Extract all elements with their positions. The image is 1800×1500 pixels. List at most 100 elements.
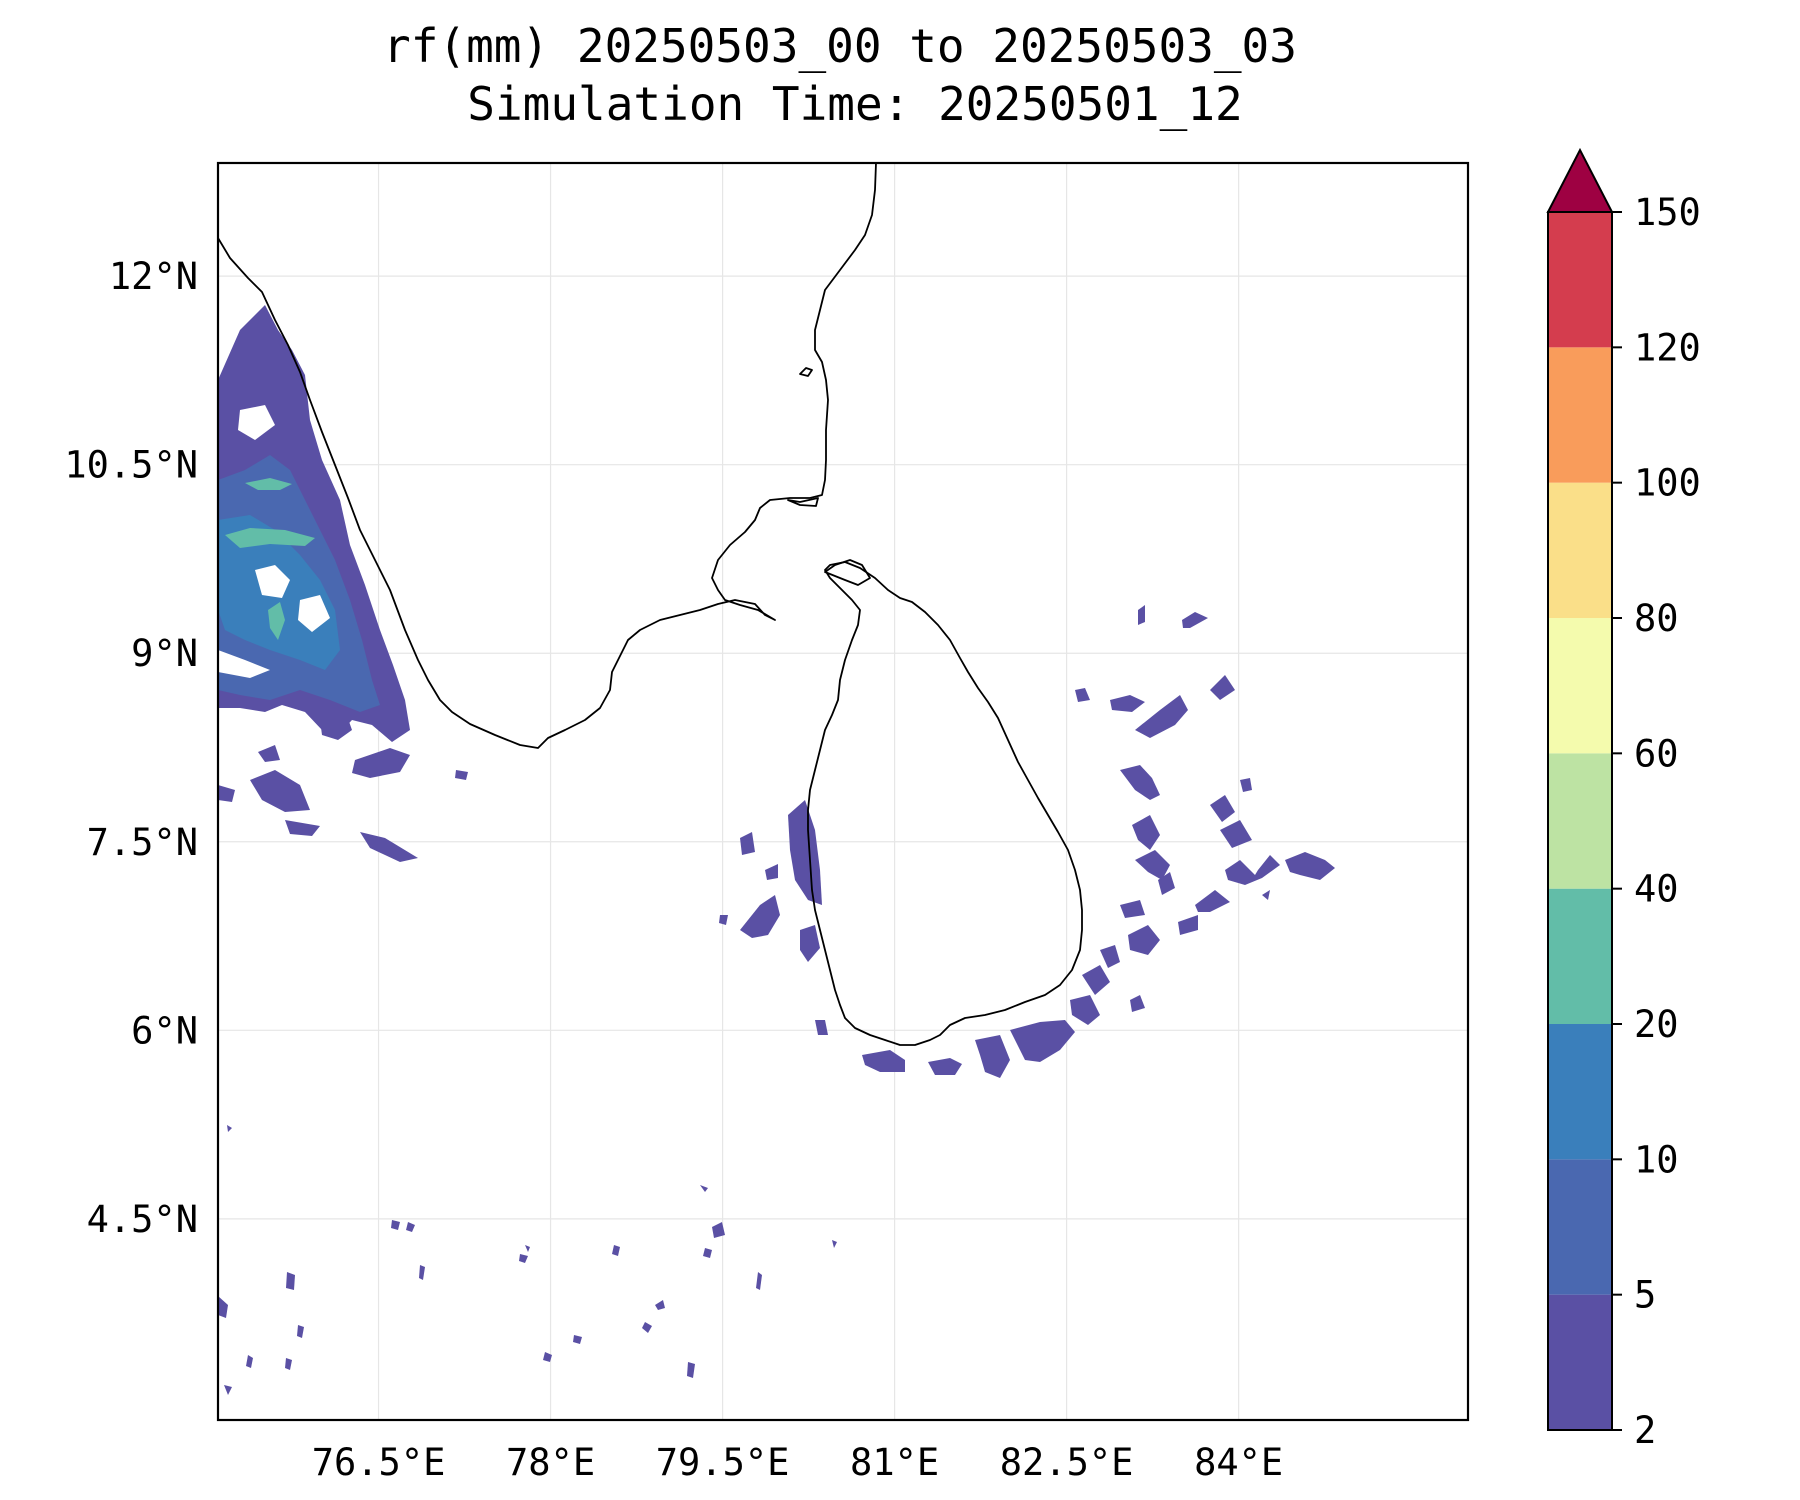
rain-east-11 — [1220, 820, 1252, 848]
y-tick-label: 9°N — [131, 632, 198, 675]
rain-patch-h — [455, 770, 468, 780]
colorbar-extend-arrow — [1546, 147, 1614, 213]
rain-region-kerala-peak1 — [225, 528, 315, 548]
rain-south-13 — [703, 1248, 712, 1258]
x-tick-label: 78°E — [506, 1441, 595, 1484]
colorbar-label: 150 — [1634, 191, 1701, 234]
rain-south-19 — [525, 1245, 530, 1252]
colorbar-segment — [1548, 753, 1612, 889]
rain-east-10 — [1210, 795, 1235, 822]
rain-srilanka-south-2 — [928, 1058, 962, 1075]
colorbar-segment — [1548, 1294, 1612, 1430]
rain-east-2 — [1120, 765, 1160, 800]
colorbar-segment — [1548, 347, 1612, 483]
rain-south-22 — [756, 1272, 762, 1290]
map-frame — [216, 161, 1470, 1422]
colorbar: 2 5 10 20 40 60 80 100 120 150 — [1546, 147, 1701, 1452]
colorbar-label: 100 — [1634, 462, 1701, 505]
rain-east-9 — [1210, 675, 1235, 700]
rain-gap-1 — [255, 565, 290, 598]
colorbar-label: 80 — [1634, 597, 1679, 640]
rain-south-5 — [224, 1385, 232, 1395]
rain-patch-c — [320, 710, 352, 740]
map-background — [218, 163, 1468, 1420]
rain-east-14 — [1178, 915, 1198, 935]
rain-srilanka-south-7 — [1100, 945, 1120, 968]
rain-south-15 — [642, 1322, 652, 1333]
rain-patch-d — [285, 820, 320, 836]
rain-south-3 — [297, 1325, 304, 1338]
rain-srilanka-south-4 — [1010, 1020, 1075, 1062]
rain-south-4 — [246, 1355, 253, 1368]
rain-south-17 — [543, 1352, 552, 1362]
colorbar-frame — [1547, 211, 1613, 1431]
rain-south-6 — [285, 1358, 292, 1370]
x-tick-label: 81°E — [850, 1441, 939, 1484]
rain-east-13 — [1195, 890, 1230, 912]
colorbar-label: 5 — [1634, 1274, 1656, 1317]
rain-east-4 — [1138, 605, 1145, 625]
colorbar-label: 60 — [1634, 732, 1679, 775]
colorbar-segment — [1548, 212, 1612, 348]
colorbar-label: 40 — [1634, 868, 1679, 911]
map-title-line2: Simulation Time: 20250501_12 — [467, 77, 1242, 131]
rain-south-2 — [286, 1272, 295, 1290]
rain-srilanka-west-7 — [719, 915, 728, 925]
rain-patch-a — [250, 770, 310, 812]
rain-south-11 — [612, 1245, 620, 1256]
x-axis-ticks: 76.5°E 78°E 79.5°E 81°E 82.5°E 84°E — [312, 1441, 1283, 1484]
rain-srilanka-south-6 — [1082, 965, 1110, 995]
rain-patch-e — [360, 832, 418, 862]
rain-east-17 — [1240, 778, 1252, 792]
colorbar-segment — [1548, 888, 1612, 1024]
colorbar-label: 2 — [1634, 1409, 1656, 1452]
rain-east-5 — [1182, 612, 1208, 628]
colorbar-label: 120 — [1634, 326, 1701, 369]
rain-east-1 — [1132, 815, 1160, 850]
rain-srilanka-south-5 — [1070, 995, 1100, 1025]
y-tick-label: 7.5°N — [87, 821, 198, 864]
map-title-line1: rf(mm) 20250503_00 to 20250503_03 — [383, 19, 1297, 73]
rain-south-20 — [700, 1185, 708, 1192]
rain-east-15 — [1285, 852, 1335, 880]
rain-south-14 — [655, 1300, 665, 1310]
y-axis-ticks: 12°N 10.5°N 9°N 7.5°N 6°N 4.5°N — [64, 255, 198, 1241]
x-tick-label: 84°E — [1194, 1441, 1283, 1484]
y-tick-label: 10.5°N — [64, 444, 198, 487]
rain-south-8 — [406, 1222, 415, 1232]
rain-patch-f — [218, 785, 235, 802]
rain-srilanka-west-1 — [788, 800, 822, 905]
colorbar-segment — [1548, 1024, 1612, 1160]
rain-gap-2 — [298, 595, 330, 632]
rain-srilanka-south-9 — [1130, 995, 1145, 1012]
rain-srilanka-south-1 — [862, 1050, 905, 1072]
rain-srilanka-west-4 — [765, 864, 778, 880]
rain-east-3 — [1135, 850, 1170, 880]
rain-east-6 — [1075, 688, 1090, 702]
coastline-india-lagoon — [787, 497, 819, 507]
rain-srilanka-south-3 — [975, 1035, 1010, 1078]
rain-srilanka-west-5 — [800, 925, 820, 962]
rain-srilanka-west-6 — [815, 1020, 828, 1035]
colorbar-label: 10 — [1634, 1138, 1679, 1181]
coastline-jaffna — [824, 559, 871, 586]
rain-south-18 — [687, 1362, 695, 1378]
rain-south-21 — [227, 1125, 232, 1132]
colorbar-segment — [1548, 618, 1612, 754]
rain-south-9 — [419, 1265, 425, 1280]
rain-gap-3 — [218, 650, 270, 678]
rain-east-16 — [1262, 890, 1270, 900]
rain-patch-g — [258, 745, 280, 762]
rain-srilanka-west-3 — [740, 832, 755, 855]
rain-south-16 — [573, 1335, 582, 1344]
y-tick-label: 4.5°N — [87, 1198, 198, 1241]
rain-south-1 — [218, 1296, 228, 1318]
x-tick-label: 79.5°E — [656, 1441, 790, 1484]
rain-srilanka-south-8 — [1128, 925, 1160, 955]
x-tick-label: 82.5°E — [1000, 1441, 1134, 1484]
colorbar-segment — [1548, 482, 1612, 618]
colorbar-label: 20 — [1634, 1003, 1679, 1046]
rain-gap-4 — [238, 405, 275, 440]
y-tick-label: 6°N — [131, 1009, 198, 1052]
